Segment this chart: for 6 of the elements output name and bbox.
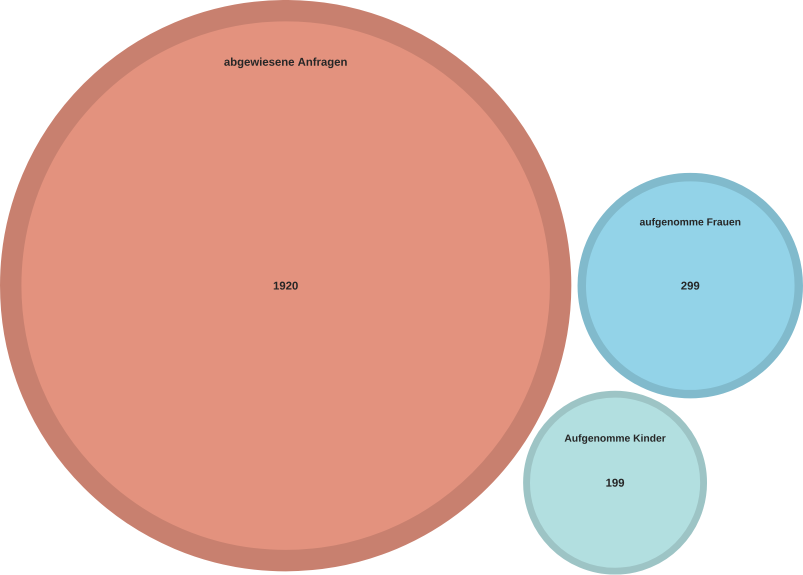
data-label: 299 (681, 282, 700, 290)
data-label: 199 (606, 478, 624, 487)
data-label: 1920 (274, 282, 298, 290)
category-label: Aufgenomme Kinder (564, 434, 666, 444)
category-label: aufgenomme Frauen (640, 218, 740, 228)
category-label: abgewiesene Anfragen (224, 58, 347, 68)
